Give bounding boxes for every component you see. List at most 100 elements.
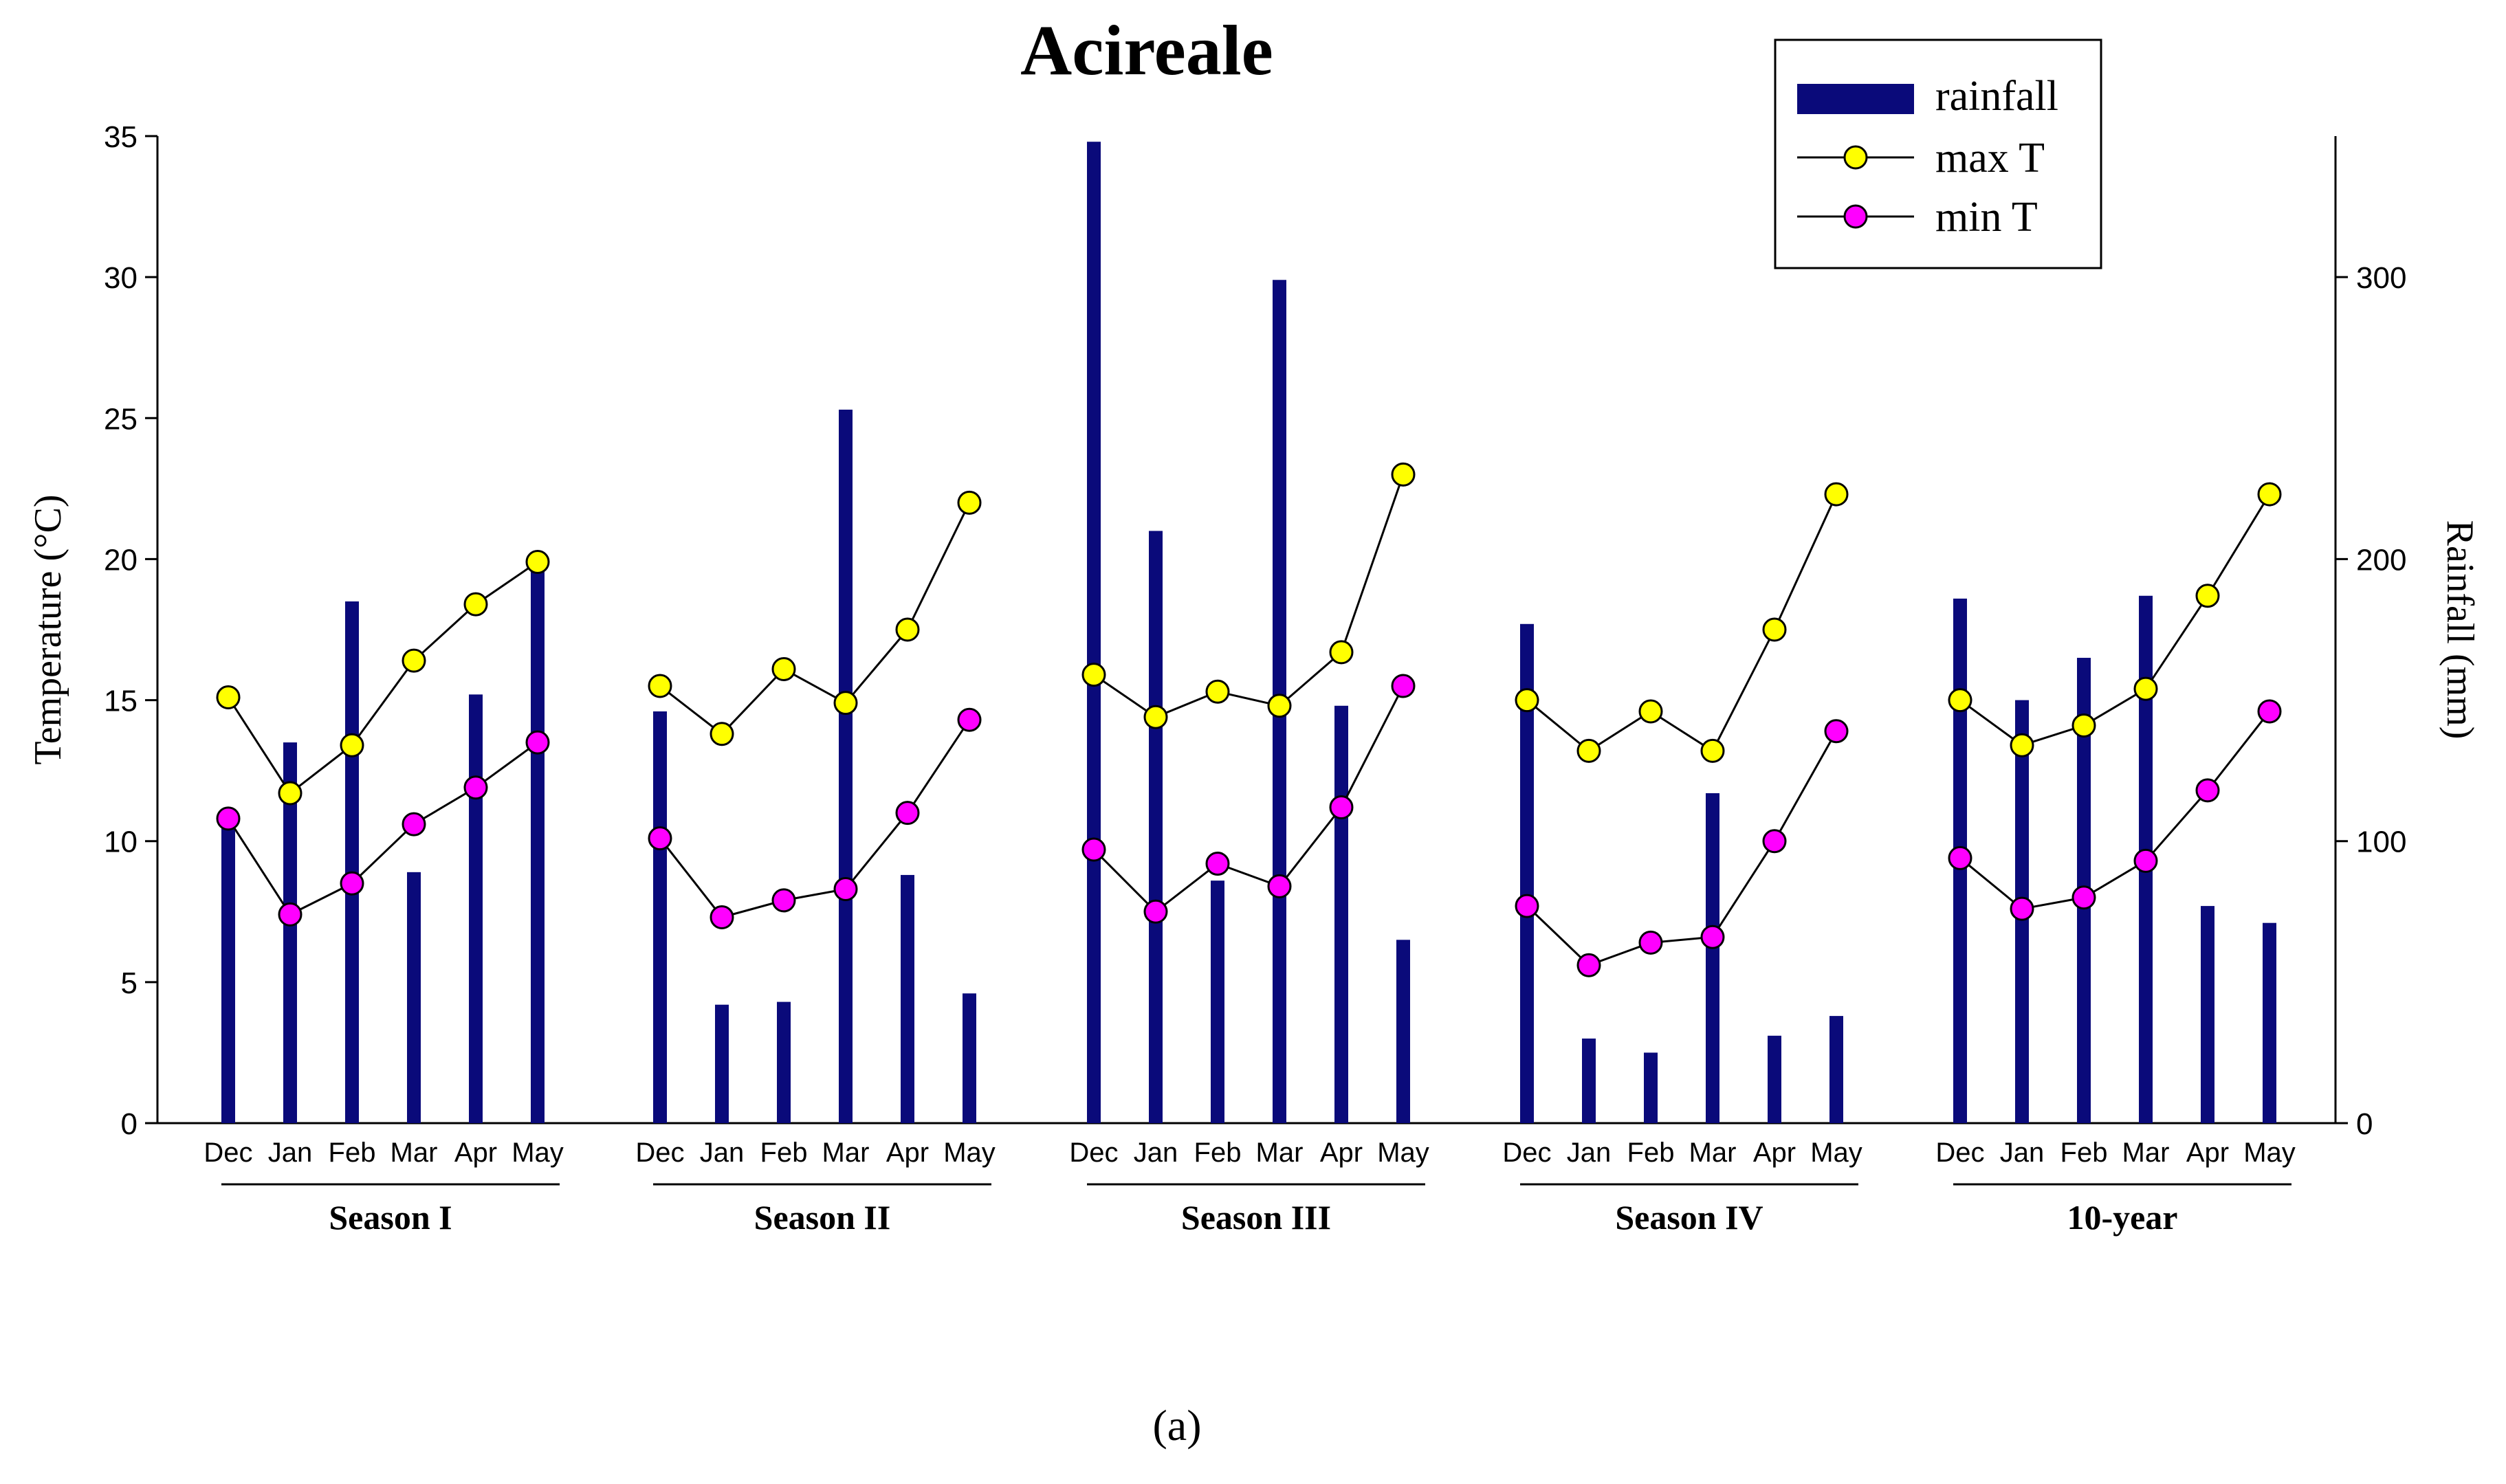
min-t-point <box>1700 924 1725 949</box>
min-t-line <box>1092 685 1405 913</box>
right-y-axis-label: Rainfall (mm) <box>2439 520 2481 740</box>
rainfall-bar <box>2263 922 2276 1123</box>
max-t-point <box>1700 738 1725 763</box>
month-label: Dec <box>1502 1138 1551 1168</box>
left-y-axis-label: Temperature (°C) <box>27 494 69 764</box>
rainfall-bars <box>221 142 2276 1124</box>
min-t-point <box>2257 699 2282 724</box>
max-t-point <box>2071 713 2096 738</box>
legend-rainfall-label: rainfall <box>1935 73 2058 120</box>
max-t-point <box>1081 663 1106 687</box>
min-t-point <box>402 812 426 837</box>
season-label: Season I <box>329 1198 452 1237</box>
max-t-point <box>1762 617 1787 642</box>
season-label: Season II <box>754 1198 891 1237</box>
max-t-point <box>2257 482 2282 507</box>
max-t-point <box>1391 462 1416 487</box>
max-t-point <box>1576 738 1601 763</box>
rainfall-bar <box>1211 881 1224 1123</box>
rainfall-bar <box>2201 906 2214 1123</box>
legend-max-label: max T <box>1935 135 2045 181</box>
month-label: Jan <box>2000 1138 2045 1168</box>
min-t-point <box>1081 837 1106 862</box>
max-t-point <box>710 722 734 746</box>
rainfall-bar <box>901 874 914 1123</box>
month-label: Dec <box>1935 1138 1984 1168</box>
season-label: Season III <box>1181 1198 1331 1237</box>
rainfall-bar <box>283 742 297 1123</box>
month-label: Jan <box>1134 1138 1178 1168</box>
min-t-point <box>2133 848 2158 873</box>
right-tick-label: 300 <box>2356 261 2406 295</box>
month-label: Mar <box>1256 1138 1304 1168</box>
season-label: Season IV <box>1615 1198 1763 1237</box>
month-label: Mar <box>2122 1138 2170 1168</box>
max-t-point <box>278 781 303 806</box>
panel-label: (a) <box>1152 1401 1201 1450</box>
min-t-point <box>2010 896 2034 921</box>
month-label: Apr <box>1753 1138 1796 1168</box>
min-t-point <box>2195 778 2220 803</box>
month-label: Mar <box>1689 1138 1737 1168</box>
max-t-point <box>216 685 241 709</box>
max-t-point <box>895 617 920 642</box>
month-label: Dec <box>1069 1138 1118 1168</box>
month-label: Apr <box>1320 1138 1363 1168</box>
month-label: Feb <box>1194 1138 1242 1168</box>
max-t-point <box>2195 584 2220 608</box>
rainfall-bar <box>839 409 853 1123</box>
month-label: Apr <box>2186 1138 2229 1168</box>
right-tick-label: 0 <box>2356 1107 2373 1141</box>
left-tick-label: 0 <box>121 1107 138 1141</box>
left-tick-label: 15 <box>104 685 138 718</box>
max-t-point <box>1267 694 1292 718</box>
min-t-point <box>1638 930 1663 955</box>
rainfall-bar <box>653 711 667 1123</box>
min-t-point <box>957 707 982 732</box>
min-t-line <box>659 719 971 919</box>
max-t-point <box>957 490 982 515</box>
chart-title: Acireale <box>1020 11 1273 90</box>
max-t-point <box>2133 676 2158 701</box>
right-tick-label: 200 <box>2356 543 2406 577</box>
month-label: May <box>1810 1138 1862 1168</box>
max-t-point <box>340 733 364 757</box>
left-tick-label: 35 <box>104 120 138 154</box>
max-t-point <box>833 691 858 716</box>
season-groups: Season I Season II Season III Season IV 10-y… <box>221 1183 2291 1237</box>
rainfall-bar <box>777 1001 791 1123</box>
max-t-line <box>1526 494 1838 753</box>
min-t-point <box>1329 795 1354 819</box>
month-label: Feb <box>760 1138 808 1168</box>
rainfall-bar <box>407 872 421 1123</box>
min-t-point <box>895 801 920 826</box>
rainfall-bar <box>1087 142 1101 1124</box>
rainfall-bar <box>1334 705 1348 1123</box>
min-t-point <box>1948 845 1972 870</box>
month-label: May <box>512 1138 564 1168</box>
rainfall-bar <box>1149 531 1163 1123</box>
rainfall-bar <box>1644 1052 1658 1123</box>
legend-min-label: min T <box>1935 194 2038 241</box>
month-label: Jan <box>700 1138 745 1168</box>
max-t-point <box>1638 699 1663 724</box>
rainfall-bar <box>531 559 545 1123</box>
right-y-ticks: 0 100 200 300 <box>2335 261 2406 1141</box>
max-t-line <box>227 561 538 795</box>
left-y-ticks: 0 5 10 15 20 25 30 35 <box>104 120 157 1141</box>
min-t-point <box>340 871 364 896</box>
min-t-line <box>1959 711 2271 910</box>
rainfall-bar <box>1396 940 1410 1123</box>
min-t-point <box>833 876 858 901</box>
min-t-line <box>1526 730 1838 966</box>
month-label: Mar <box>822 1138 870 1168</box>
season-label: 10-year <box>2067 1198 2177 1237</box>
rainfall-bar <box>469 694 483 1123</box>
rainfall-bar <box>715 1004 729 1123</box>
max-t-point <box>771 656 796 681</box>
left-tick-label: 10 <box>104 826 138 859</box>
month-label: Feb <box>329 1138 376 1168</box>
rainfall-bar <box>1520 623 1534 1123</box>
max-t-point <box>2010 733 2034 757</box>
